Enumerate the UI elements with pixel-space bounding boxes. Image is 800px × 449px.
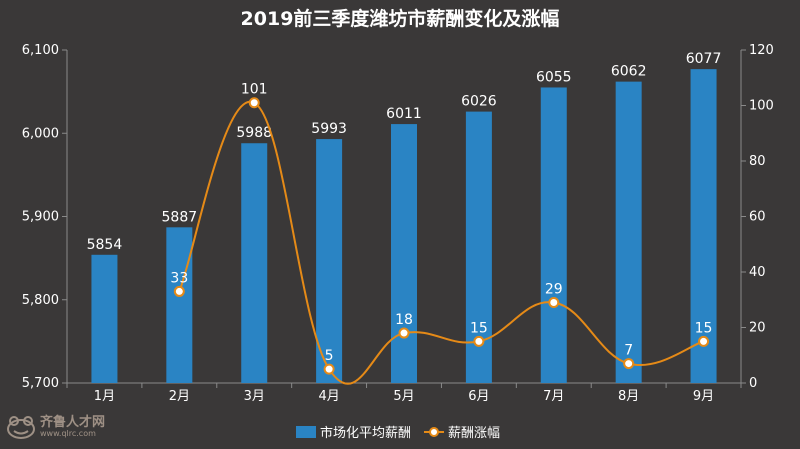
bar bbox=[241, 143, 268, 383]
x-tick-label: 4月 bbox=[318, 389, 339, 404]
legend-bar-swatch bbox=[296, 426, 316, 438]
line-point bbox=[623, 358, 635, 370]
bar bbox=[166, 227, 193, 383]
bar-series: 5854 5887 5988 5993 6011 6026 6055 6062 6077 bbox=[87, 51, 722, 384]
line-point bbox=[248, 97, 260, 109]
bar-value-label: 6055 bbox=[536, 69, 572, 85]
legend-line-label: 薪酬涨幅 bbox=[448, 426, 500, 441]
bar-value-label: 6062 bbox=[611, 64, 647, 80]
x-tick-label: 9月 bbox=[693, 389, 714, 404]
legend: 市场化平均薪酬 薪酬涨幅 bbox=[296, 425, 500, 441]
y-right-tick-label: 40 bbox=[749, 265, 766, 280]
bar bbox=[91, 254, 118, 383]
y-left-tick-label: 6,000 bbox=[22, 126, 59, 141]
bar bbox=[690, 69, 717, 384]
line-value-label: 15 bbox=[695, 320, 713, 336]
y-right-tick-label: 100 bbox=[749, 99, 774, 114]
watermark-brand: 齐鲁人才网 bbox=[40, 415, 106, 430]
y-right-tick-label: 0 bbox=[749, 376, 757, 391]
line-point bbox=[473, 335, 485, 347]
line-value-label: 7 bbox=[624, 343, 633, 359]
bar bbox=[391, 124, 417, 383]
y-left-tick-label: 5,700 bbox=[22, 376, 59, 391]
line-value-label: 33 bbox=[170, 270, 188, 286]
legend-line-marker bbox=[429, 427, 439, 437]
x-tick-label: 7月 bbox=[543, 389, 564, 404]
y-left-tick-label: 5,900 bbox=[22, 210, 59, 225]
frog-logo-icon bbox=[7, 416, 35, 439]
bar bbox=[540, 87, 567, 384]
y-right-tick-label: 120 bbox=[749, 43, 774, 58]
line-value-label: 15 bbox=[470, 320, 488, 336]
x-tick-label: 2月 bbox=[169, 389, 190, 404]
y-right-tick-label: 20 bbox=[749, 321, 766, 336]
x-tick-label: 3月 bbox=[244, 389, 265, 404]
line-value-label: 29 bbox=[545, 282, 563, 298]
line-series: 33 101 5 18 15 29 7 15 bbox=[170, 82, 713, 385]
chart-title: 2019前三季度潍坊市薪酬变化及涨幅 bbox=[240, 8, 560, 30]
bar-value-label: 5887 bbox=[162, 209, 198, 225]
line-point bbox=[698, 335, 710, 347]
legend-bar-label: 市场化平均薪酬 bbox=[320, 425, 411, 441]
bar-value-label: 5854 bbox=[87, 237, 123, 253]
x-tick-label: 5月 bbox=[393, 389, 414, 404]
y-left-tick-label: 6,100 bbox=[22, 43, 59, 58]
line-value-label: 101 bbox=[241, 82, 268, 98]
line-point bbox=[398, 327, 410, 339]
line-point bbox=[548, 297, 560, 309]
line-point bbox=[173, 285, 185, 297]
x-tick-label: 8月 bbox=[618, 389, 639, 404]
bar bbox=[615, 81, 642, 383]
bar-value-label: 5993 bbox=[311, 121, 347, 137]
bar-value-label: 6026 bbox=[461, 94, 497, 110]
y-left-tick-label: 5,800 bbox=[22, 293, 59, 308]
bar bbox=[316, 139, 343, 383]
watermark: 齐鲁人才网 www.qlrc.com bbox=[6, 414, 105, 440]
y-right-tick-label: 60 bbox=[749, 210, 766, 225]
bar-value-label: 6011 bbox=[386, 106, 422, 122]
bar-value-label: 5988 bbox=[236, 125, 272, 141]
y-right-tick-label: 80 bbox=[749, 154, 766, 169]
watermark-url: www.qlrc.com bbox=[40, 429, 96, 438]
x-tick-label: 1月 bbox=[94, 389, 115, 404]
line-value-label: 5 bbox=[325, 348, 334, 364]
line-point bbox=[323, 363, 335, 375]
line-value-label: 18 bbox=[395, 312, 413, 328]
bar-value-label: 6077 bbox=[686, 51, 722, 67]
x-tick-label: 6月 bbox=[468, 389, 489, 404]
